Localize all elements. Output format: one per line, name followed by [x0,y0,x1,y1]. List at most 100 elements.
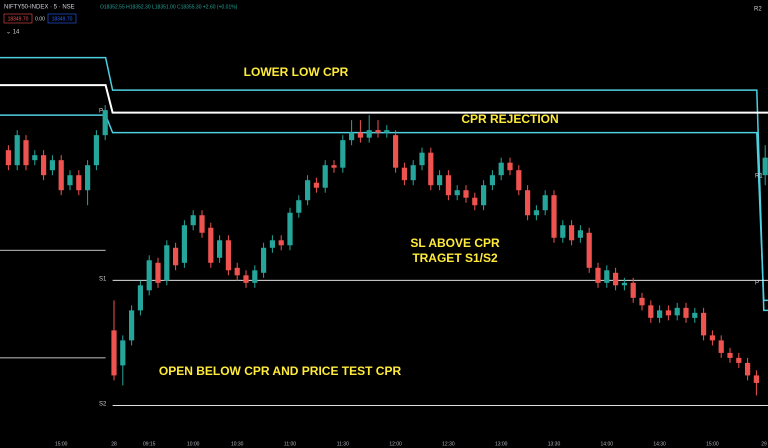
candle-body [322,165,328,188]
x-tick-label: 28 [111,441,117,447]
candle-body [120,340,126,366]
candle-body [208,227,214,263]
level-label: R2 [754,7,762,13]
candle-body [384,130,390,133]
candle-body [753,375,759,383]
candle-body [173,247,179,266]
candle-body [76,175,82,191]
candle-body [366,130,372,138]
level-label: P [99,109,103,115]
candle-body [657,310,663,318]
candle-body [507,162,513,171]
candle-body [401,167,407,181]
candle-body [586,232,592,268]
candle-body [375,130,381,133]
candle-body [569,225,575,241]
x-tick-label: 15:00 [55,441,68,447]
candle-body [349,132,355,141]
candle-body [225,240,231,271]
x-tick-label: 14:00 [601,441,614,447]
candle-body [665,310,671,316]
candle-body [146,260,152,291]
level-line [0,56,768,312]
candle-body [269,240,275,248]
candle-body [533,210,539,216]
level-label: P [755,281,759,287]
ask-box[interactable] [47,13,77,24]
level-line [0,114,768,302]
candle-body [93,135,99,166]
candle-body [181,225,187,263]
candle-body [296,200,302,213]
candle-body [709,335,715,341]
candle-body [489,175,495,186]
candle-body [313,182,319,188]
candle-body [199,215,205,233]
candle-body [621,282,627,286]
candle-body [410,165,416,181]
candle-body [393,135,399,168]
candle-body [762,157,768,176]
candle-body [129,310,135,341]
candle-body [674,307,680,316]
candle-body [102,110,108,136]
candle-body [419,152,425,166]
annotation: OPEN BELOW CPR AND PRICE TEST CPR [159,364,402,378]
candle-body [577,230,583,238]
candle-body [472,197,478,206]
candle-body [261,247,267,273]
candle-body [516,170,522,191]
candle-body [5,150,11,166]
candle-body [217,240,223,258]
candle-body [331,165,337,168]
candle-body [287,212,293,246]
x-tick-label: 14:30 [653,441,666,447]
candle-body [613,272,619,286]
x-tick-label: 29 [761,441,767,447]
x-tick-label: 15:00 [706,441,719,447]
level-label: S2 [99,402,107,408]
candle-body [595,267,601,283]
candles [5,105,768,396]
candle-body [683,307,689,318]
x-tick-label: 09:15 [143,441,156,447]
levels [0,56,768,406]
candle-body [14,135,20,166]
x-tick-label: 13:00 [495,441,508,447]
x-tick-label: 10:30 [231,441,244,447]
candle-body [278,240,284,246]
candle-body [630,282,636,298]
candle-body [340,140,346,168]
candle-body [137,285,143,311]
candle-body [551,195,557,238]
candle-body [454,190,460,196]
level-label: S1 [99,277,107,283]
candle-body [111,330,117,376]
candle-body [41,155,47,176]
candle-body [560,225,566,238]
candle-body [718,340,724,353]
level-label: R1 [755,174,763,180]
candle-body [428,152,434,186]
candle-body [701,312,707,336]
candle-body [525,190,531,216]
candle-body [305,180,311,201]
x-tick-label: 12:30 [442,441,455,447]
candle-body [727,352,733,358]
candle-body [481,185,487,206]
candle-body [252,270,258,283]
annotation: CPR REJECTION [461,112,558,126]
candle-body [58,160,64,191]
annotation: LOWER LOW CPR [244,65,349,79]
candle-body [542,195,548,211]
candle-body [604,270,610,283]
candle-body [85,165,91,191]
candle-body [745,362,751,376]
candle-body [692,312,698,318]
annotation: TRAGET S1/S2 [412,251,498,265]
candle-body [463,190,469,198]
bid-box[interactable] [3,13,33,24]
annotation: SL ABOVE CPR [410,236,500,250]
indicator[interactable]: ⌄ 14 [6,30,20,36]
